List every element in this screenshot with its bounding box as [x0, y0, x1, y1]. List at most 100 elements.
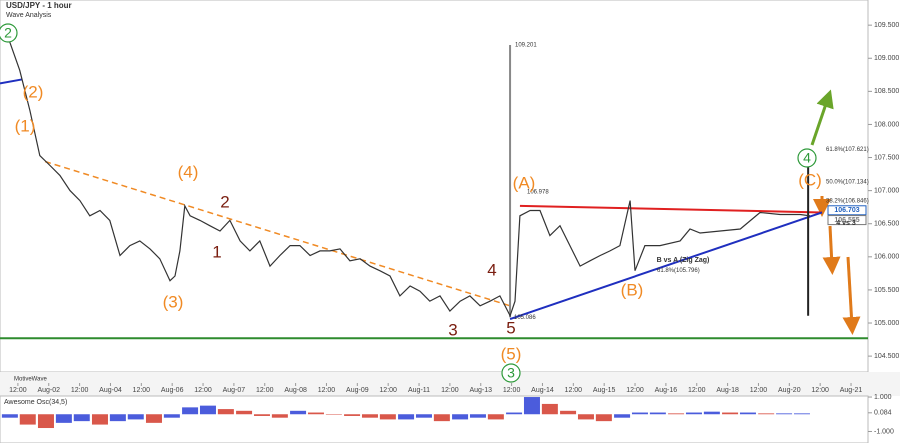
- wave-circle: [0, 23, 18, 43]
- wave-label: 4: [803, 150, 811, 166]
- x-tick-label: Aug-11: [408, 387, 430, 394]
- osc-bar: [253, 414, 270, 416]
- x-tick-label: 12:00: [565, 387, 583, 394]
- osc-bar: [415, 414, 432, 418]
- level-label: 61.8%(105.796): [657, 268, 700, 274]
- osc-bar: [344, 414, 361, 416]
- x-tick-label: Aug-15: [593, 387, 616, 394]
- y-tick-label: 109.000: [874, 55, 899, 62]
- price-box: [827, 205, 867, 216]
- y-tick-label: 106.500: [874, 221, 899, 228]
- x-tick-label: Aug-21: [840, 387, 863, 394]
- trendline: [509, 211, 823, 320]
- x-tick-label: Aug-16: [655, 387, 678, 394]
- x-tick-label: 12:00: [318, 387, 336, 394]
- chart-subtitle: Wave Analysis: [6, 12, 52, 19]
- x-tick-label: 12:00: [688, 387, 706, 394]
- osc-bar: [379, 414, 396, 420]
- x-tick-label: Aug-08: [284, 387, 307, 394]
- level-label: 61.8%(107.621): [826, 147, 869, 153]
- x-tick-label: 12:00: [194, 387, 212, 394]
- osc-bar: [127, 414, 144, 420]
- osc-bar: [55, 414, 72, 423]
- wave-circle: [501, 363, 521, 383]
- arrow: [810, 89, 834, 146]
- wave-label: 3: [507, 365, 515, 381]
- footer: MotiveWave: [14, 377, 47, 383]
- level-label: 109.201: [515, 43, 537, 49]
- osc-bar: [595, 414, 612, 422]
- price-label: 106.555: [834, 217, 859, 224]
- y-tick-label: 107.000: [874, 187, 899, 194]
- x-tick-label: Aug-02: [37, 387, 60, 394]
- osc-bar: [145, 414, 162, 423]
- y-tick-label: 109.500: [874, 22, 899, 29]
- osc-tick-label: 1.000: [874, 394, 892, 401]
- x-tick-label: 12:00: [441, 387, 459, 394]
- osc-bar: [271, 414, 288, 418]
- x-tick-label: Aug-06: [161, 387, 184, 394]
- wave-label: (C): [798, 170, 822, 189]
- osc-bar: [325, 414, 342, 415]
- osc-bar: [469, 414, 486, 418]
- osc-bar: [433, 414, 450, 422]
- osc-bar: [307, 412, 324, 415]
- level-label: 50.0%(107.134): [826, 179, 869, 185]
- osc-bar: [236, 410, 253, 415]
- level-label: 38.2%(106.846): [826, 198, 869, 204]
- arrow: [822, 225, 841, 275]
- level-label: 106.978: [527, 190, 549, 196]
- x-tick-label: Aug-14: [531, 387, 554, 394]
- wave-label: (2): [23, 82, 44, 101]
- wave-label: (B): [621, 280, 644, 299]
- osc-bar: [182, 407, 199, 415]
- osc-bar: [91, 414, 108, 425]
- y-tick-label: 108.500: [874, 88, 899, 95]
- wave-label: 3: [448, 320, 457, 339]
- osc-bar: [199, 405, 216, 415]
- wave-label: (A): [513, 173, 536, 192]
- osc-bar: [290, 410, 307, 415]
- wave-circle: [797, 148, 817, 168]
- osc-bar: [739, 412, 756, 415]
- y-tick-label: 105.000: [874, 320, 899, 327]
- osc-bar: [703, 411, 720, 415]
- osc-bar: [722, 412, 739, 415]
- x-tick-label: Aug-18: [716, 387, 739, 394]
- x-tick-label: Aug-04: [99, 387, 122, 394]
- osc-bar: [758, 413, 775, 415]
- osc-bar: [668, 413, 685, 415]
- wave-label: 1: [212, 242, 221, 261]
- plot-area: [0, 0, 869, 373]
- x-tick-label: 12:00: [71, 387, 89, 394]
- osc-tick-label: -1.000: [874, 428, 894, 435]
- x-tick-label: 12:00: [811, 387, 829, 394]
- osc-bar: [577, 414, 594, 420]
- osc-bar: [793, 413, 810, 415]
- osc-bar: [541, 403, 558, 415]
- osc-bar: [631, 412, 648, 415]
- osc-tick-label: 0.084: [874, 410, 892, 417]
- osc-bar: [19, 414, 36, 425]
- osc-bar: [109, 414, 126, 422]
- arrow: [842, 256, 861, 335]
- wave-label: (5): [501, 344, 522, 363]
- osc-bar: [37, 414, 54, 429]
- wave-label: (1): [15, 116, 36, 135]
- osc-bar: [217, 409, 234, 415]
- wave-label: 2: [4, 25, 12, 41]
- osc-bar: [560, 410, 577, 415]
- x-tick-label: 12:00: [503, 387, 521, 394]
- osc-bar: [506, 412, 523, 415]
- wave-label: (4): [178, 162, 199, 181]
- level-label: 105.086: [514, 315, 536, 321]
- trendline: [0, 78, 23, 85]
- x-tick-label: 12:00: [133, 387, 151, 394]
- osc-bar: [398, 414, 415, 420]
- wave-label: 5: [506, 318, 515, 337]
- price-label: 106.703: [834, 207, 859, 214]
- note: 4 vs 3: [836, 220, 856, 227]
- y-tick-label: 105.500: [874, 287, 899, 294]
- osc-bar: [685, 412, 702, 415]
